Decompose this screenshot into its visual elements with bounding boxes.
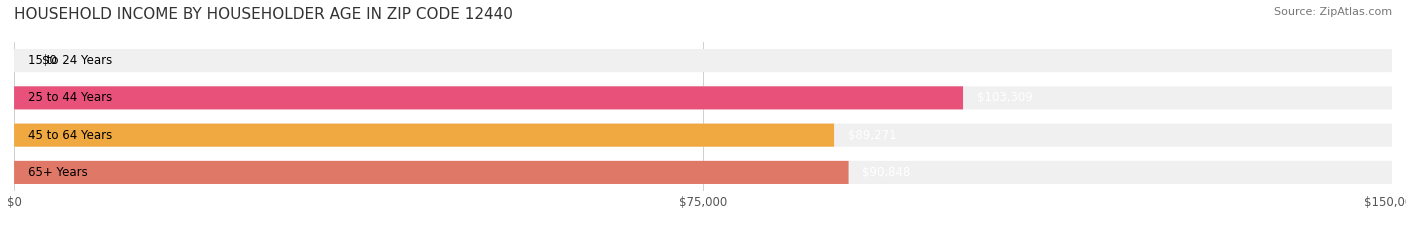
Text: 65+ Years: 65+ Years — [28, 166, 87, 179]
FancyBboxPatch shape — [14, 86, 1392, 110]
Text: 15 to 24 Years: 15 to 24 Years — [28, 54, 112, 67]
FancyBboxPatch shape — [14, 49, 1392, 72]
Text: $0: $0 — [42, 54, 56, 67]
Text: 25 to 44 Years: 25 to 44 Years — [28, 91, 112, 104]
Text: $89,271: $89,271 — [848, 129, 897, 142]
FancyBboxPatch shape — [14, 86, 963, 110]
Text: $90,848: $90,848 — [862, 166, 911, 179]
Text: $103,309: $103,309 — [977, 91, 1032, 104]
Text: HOUSEHOLD INCOME BY HOUSEHOLDER AGE IN ZIP CODE 12440: HOUSEHOLD INCOME BY HOUSEHOLDER AGE IN Z… — [14, 7, 513, 22]
FancyBboxPatch shape — [14, 123, 1392, 147]
FancyBboxPatch shape — [14, 161, 1392, 184]
FancyBboxPatch shape — [14, 123, 834, 147]
Text: 45 to 64 Years: 45 to 64 Years — [28, 129, 112, 142]
FancyBboxPatch shape — [14, 161, 849, 184]
Text: Source: ZipAtlas.com: Source: ZipAtlas.com — [1274, 7, 1392, 17]
